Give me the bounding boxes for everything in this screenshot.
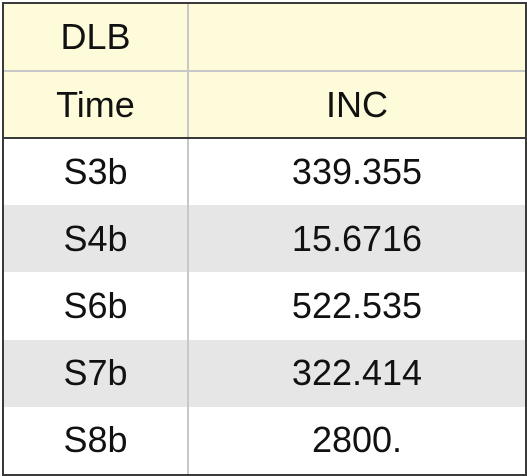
header-cell-inc: INC	[187, 71, 525, 139]
inc-cell: 522.535	[187, 272, 525, 340]
inc-cell: 339.355	[187, 138, 525, 206]
data-table: DLB Time INC S3b 339.355 S4b 15.6716 S6b…	[4, 4, 525, 474]
inc-cell: 15.6716	[187, 205, 525, 273]
inc-cell: 2800.	[187, 406, 525, 474]
table-header: DLB Time INC	[4, 4, 525, 139]
table-row: S6b 522.535	[4, 272, 525, 340]
header-row-columns: Time INC	[4, 71, 525, 139]
time-cell: S4b	[63, 217, 128, 259]
time-cell: S3b	[63, 151, 128, 193]
header-cell-empty	[187, 4, 525, 72]
header-row-group-label: DLB	[4, 4, 525, 72]
table-row: S7b 322.414	[4, 339, 525, 407]
table-row: S8b 2800.	[4, 406, 525, 474]
time-cell: S6b	[63, 284, 128, 326]
header-cell-time: Time	[4, 71, 188, 139]
table-body: S3b 339.355 S4b 15.6716 S6b 522.535 S7b …	[4, 138, 525, 474]
header-cell-dlb: DLB	[4, 4, 188, 72]
inc-cell: 322.414	[187, 339, 525, 407]
time-cell: S7b	[63, 352, 128, 394]
table-row: S3b 339.355	[4, 138, 525, 206]
time-cell: S8b	[63, 419, 128, 461]
table-row: S4b 15.6716	[4, 205, 525, 273]
